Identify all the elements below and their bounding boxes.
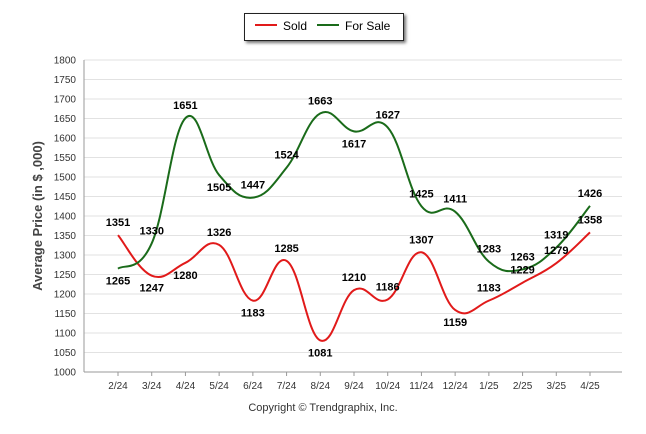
data-label-for-sale: 1263 (510, 251, 534, 263)
y-tick-label: 1250 (54, 270, 77, 281)
x-tick-label: 5/24 (209, 381, 229, 392)
data-label-sold: 1247 (139, 283, 163, 295)
legend-item-for-sale: For Sale (317, 19, 390, 33)
y-tick-label: 1000 (54, 368, 77, 379)
legend-swatch-sold (255, 23, 277, 26)
data-label-sold: 1081 (308, 347, 332, 359)
x-tick-label: 7/24 (277, 381, 297, 392)
data-label-for-sale: 1319 (544, 230, 568, 242)
y-tick-label: 1150 (54, 309, 76, 320)
x-tick-labels: 2/24 3/24 4/24 5/24 6/24 7/24 8/24 9/24 10/24 11/… (108, 372, 600, 392)
legend: Sold For Sale (244, 13, 404, 41)
axes (83, 60, 622, 373)
data-labels: 1351 1247 1280 1326 1183 1285 1081 1210 1186 1307… (106, 95, 602, 359)
x-tick-label: 9/24 (344, 381, 364, 392)
series-line-sold (117, 231, 591, 342)
x-tick-label: 1/25 (479, 381, 499, 392)
y-axis-label: Average Price (in $ ,000) (30, 141, 45, 291)
x-tick-label: 6/24 (243, 381, 263, 392)
data-label-sold: 1351 (106, 217, 130, 229)
y-tick-label: 1750 (54, 75, 77, 86)
y-tick-labels: 1000 1050 1100 1150 1200 1250 1300 1350 1400 1450… (54, 56, 77, 379)
data-label-for-sale: 1505 (207, 182, 231, 194)
legend-swatch-for-sale (317, 23, 339, 26)
data-label-sold: 1159 (443, 317, 467, 329)
data-label-for-sale: 1426 (578, 188, 602, 200)
x-tick-label: 3/25 (547, 381, 567, 392)
y-tick-label: 1350 (54, 231, 77, 242)
x-tick-label: 4/25 (580, 381, 600, 392)
x-tick-label: 4/24 (176, 381, 196, 392)
data-label-for-sale: 1283 (477, 244, 501, 256)
y-tick-label: 1500 (54, 173, 77, 184)
data-label-sold: 1307 (409, 234, 433, 246)
y-tick-label: 1700 (54, 95, 77, 106)
y-tick-label: 1650 (54, 114, 77, 125)
data-label-for-sale: 1617 (342, 138, 366, 150)
series-line-for-sale (117, 111, 591, 273)
data-label-sold: 1279 (544, 245, 568, 257)
data-label-sold: 1285 (274, 243, 298, 255)
y-tick-label: 1050 (54, 348, 77, 359)
x-tick-label: 12/24 (443, 381, 468, 392)
data-label-for-sale: 1663 (308, 95, 332, 107)
y-tick-label: 1300 (54, 251, 77, 262)
legend-label-for-sale: For Sale (345, 19, 391, 33)
legend-item-sold: Sold (255, 19, 307, 33)
data-label-for-sale: 1524 (274, 150, 299, 162)
y-tick-label: 1800 (54, 56, 77, 67)
x-tick-label: 2/25 (513, 381, 533, 392)
x-tick-label: 8/24 (311, 381, 331, 392)
data-label-sold: 1186 (376, 281, 400, 293)
data-label-for-sale: 1330 (139, 225, 163, 237)
data-label-sold: 1210 (342, 272, 366, 284)
y-tick-label: 1100 (54, 329, 76, 340)
y-tick-label: 1550 (54, 153, 77, 164)
x-tick-label: 2/24 (108, 381, 128, 392)
data-label-sold: 1326 (207, 227, 231, 239)
data-label-for-sale: 1651 (173, 100, 197, 112)
data-label-for-sale: 1425 (409, 188, 433, 200)
gridlines (84, 59, 622, 373)
y-tick-label: 1200 (54, 290, 77, 301)
data-label-sold: 1358 (578, 214, 602, 226)
x-tick-label: 10/24 (375, 381, 400, 392)
y-tick-label: 1450 (54, 192, 77, 203)
copyright-text: Copyright © Trendgraphix, Inc. (248, 402, 398, 414)
x-tick-label: 11/24 (409, 381, 434, 392)
data-label-sold: 1280 (173, 270, 197, 282)
legend-label-sold: Sold (283, 19, 308, 33)
x-tick-label: 3/24 (142, 381, 162, 392)
data-label-for-sale: 1265 (106, 276, 130, 288)
y-tick-label: 1600 (54, 134, 77, 145)
data-label-sold: 1183 (241, 308, 265, 320)
y-tick-label: 1400 (54, 212, 77, 223)
data-label-for-sale: 1447 (241, 180, 265, 192)
data-label-for-sale: 1627 (375, 109, 399, 121)
series-lines (117, 111, 591, 342)
data-label-for-sale: 1411 (443, 194, 467, 206)
data-label-sold: 1229 (510, 265, 534, 277)
data-label-sold: 1183 (477, 283, 501, 295)
